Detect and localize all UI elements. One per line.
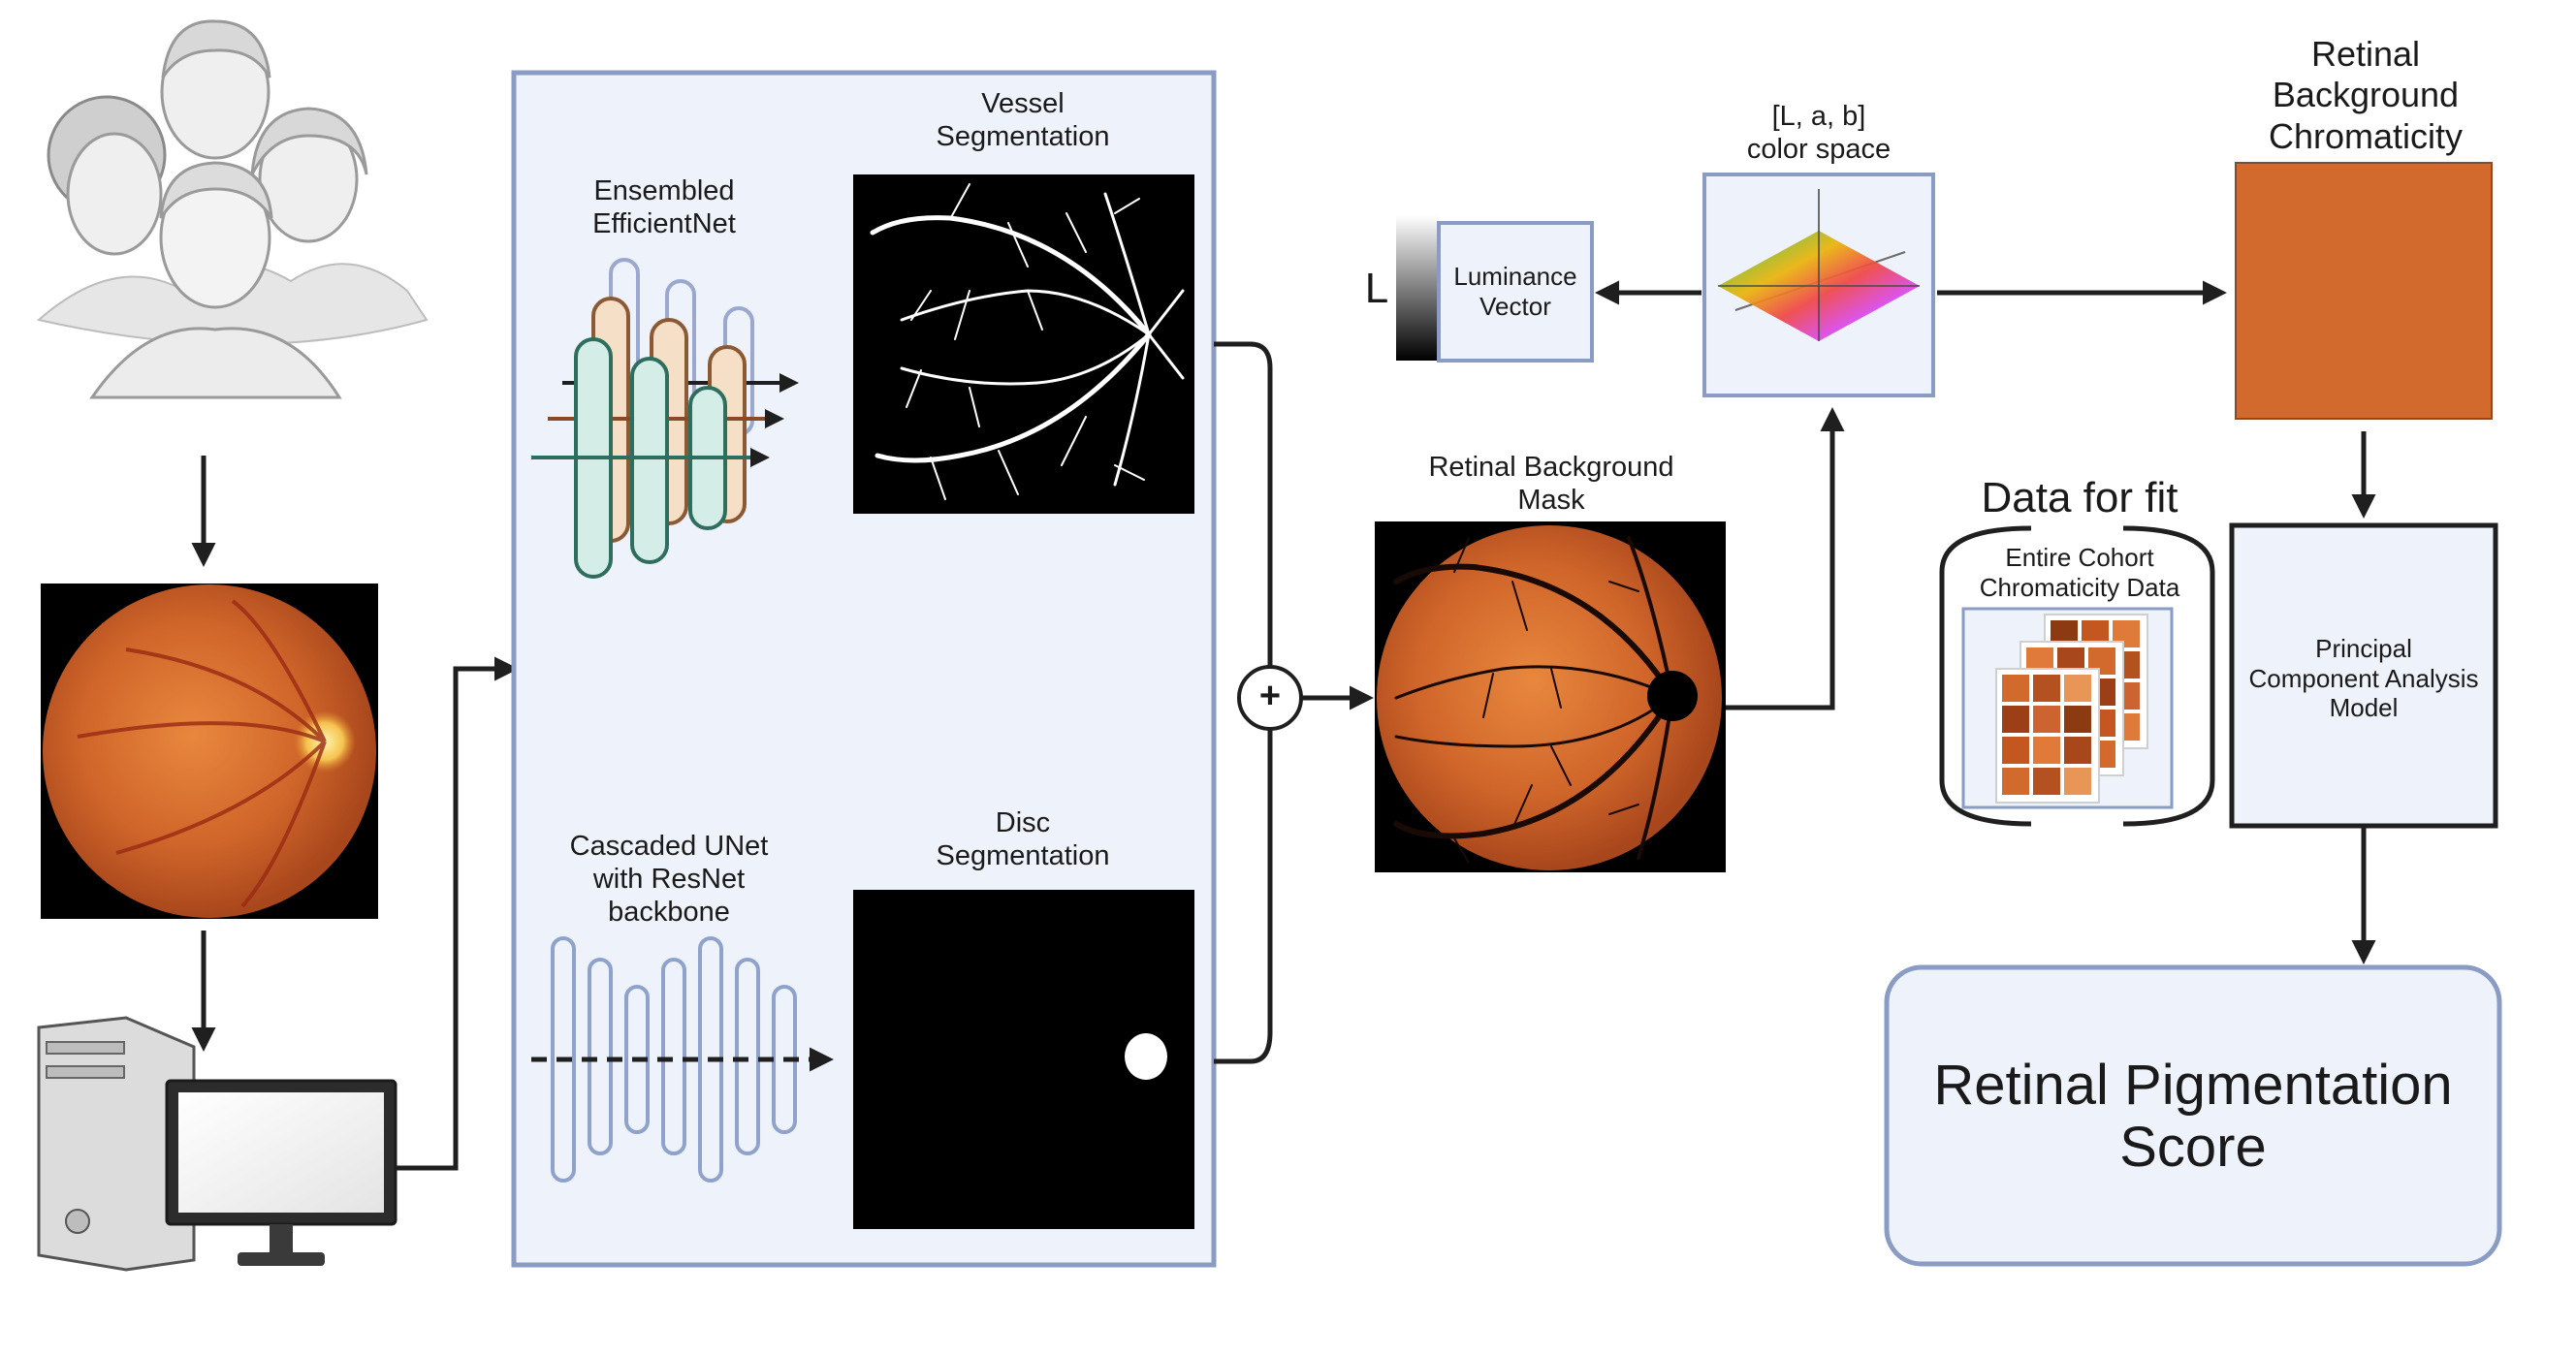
colorspace-label: [L, a, b] color space [1746,101,1892,166]
chromaticity-tile [2002,737,2029,764]
disc-segmentation-image [853,890,1194,1229]
disc-segmentation-label: Disc Segmentation [936,807,1110,872]
cohort-tiles [1995,614,2148,804]
computer-icon [37,1016,398,1272]
vessel-segmentation-image [853,174,1194,514]
score-label: Retinal Pigmentation Score [1933,1054,2453,1179]
chromaticity-tile [2064,675,2091,702]
vessel-segmentation-label: Vessel Segmentation [936,88,1110,153]
luminance-vector-box [1437,221,1594,363]
chromaticity-tile [2064,768,2091,795]
patients-illustration [36,19,429,399]
chromaticity-tile [2002,706,2029,733]
fundus-image [41,584,378,919]
cohort-data-label: Entire Cohort Chromaticity Data [1979,543,2180,602]
unet-icon [531,936,834,1183]
luminance-label: Luminance Vector [1453,262,1577,321]
cascaded-unet-label: Cascaded UNet with ResNet backbone [569,831,769,929]
data-for-fit-title: Data for fit [1981,474,2178,521]
chromaticity-swatch [2235,162,2493,420]
chromaticity-tile [2033,768,2060,795]
efficientnet-icon [531,258,799,579]
efficientnet-label: Ensembled EfficientNet [592,175,736,240]
pca-label: Principal Component Analysis Model [2248,634,2479,723]
combine-symbol: + [1258,676,1282,716]
score-box [1884,964,2502,1267]
luminance-gradient-bar [1396,215,1439,361]
l-axis-label: L [1364,265,1389,312]
chromaticity-label: Retinal Background Chromaticity [2268,34,2464,156]
mask-label: Retinal Background Mask [1428,452,1674,517]
pca-model-box [2229,522,2498,829]
chromaticity-tile [2002,768,2029,795]
arrow-mask-to-colorspace [1726,407,1845,710]
arrow-computer-to-models [396,656,519,1171]
background-mask-image [1375,521,1726,872]
chromaticity-tile [2064,737,2091,764]
chromaticity-tile [2064,706,2091,733]
chromaticity-tile [2033,675,2060,702]
lab-colorspace-box [1702,173,1935,397]
chromaticity-tile [2002,675,2029,702]
chromaticity-tile [2033,737,2060,764]
chromaticity-tile [2033,706,2060,733]
